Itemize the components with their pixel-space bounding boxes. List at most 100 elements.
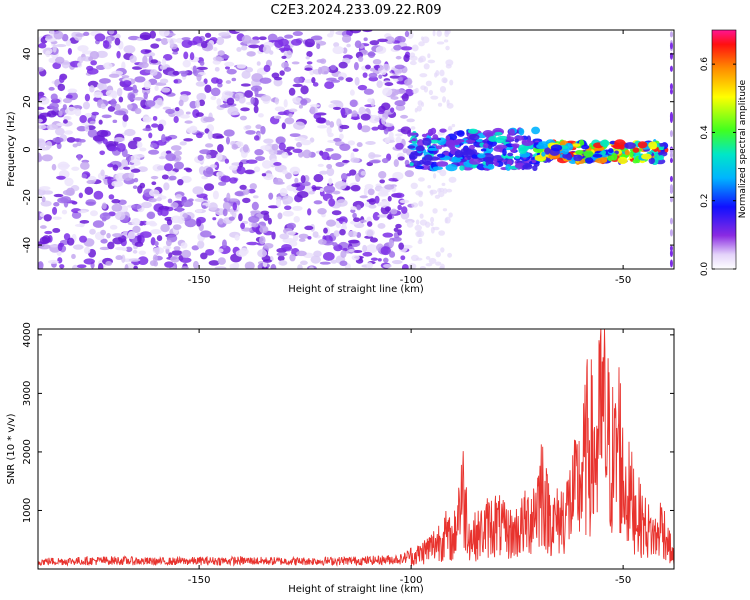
spectrogram-cell: [99, 78, 111, 84]
spectrogram-cell: [214, 266, 227, 269]
spectrogram-cell: [163, 136, 173, 141]
spectrogram-cell: [415, 190, 424, 196]
spectrogram-cell: [295, 142, 303, 148]
spectrogram-cell: [61, 209, 68, 215]
spectrogram-cell: [502, 148, 507, 157]
spectrogram-cell: [276, 198, 282, 208]
spectrogram-cell: [416, 105, 422, 112]
spectrogram-cell: [411, 202, 419, 208]
spectrogram-cell: [205, 248, 215, 256]
spectrogram-cell: [306, 61, 313, 65]
spectrogram-cell: [160, 78, 169, 84]
spectrogram-cell: [362, 244, 368, 253]
spectrogram-cell: [436, 161, 449, 167]
spectrogram-cell: [101, 202, 107, 210]
spectrogram-cell: [292, 97, 302, 103]
spectrogram-cell: [300, 175, 306, 184]
spectrogram-cell: [388, 177, 398, 182]
spectrogram-cell: [276, 252, 288, 257]
spectrogram-panel: -150 -100 -50 -40 -20 0 20 40 Height of straig…: [6, 29, 675, 295]
spectrogram-cell: [218, 181, 227, 186]
spectrogram-cell: [387, 195, 392, 202]
spectrogram-cell: [283, 44, 291, 51]
spectrogram-cell: [409, 162, 414, 167]
spectrogram-cell: [150, 175, 159, 180]
spectrogram-cell: [148, 149, 160, 155]
spectrogram-cell: [156, 197, 162, 202]
snr-y-tick-label: 2000: [22, 439, 33, 464]
spectrogram-cell: [38, 153, 42, 162]
spectrogram-cell: [290, 38, 302, 46]
spectrogram-cell: [332, 106, 342, 111]
spectrogram-cell: [317, 163, 324, 167]
spectrogram-cell: [281, 243, 292, 251]
spectrogram-cell: [54, 127, 65, 136]
spectrogram-cell: [165, 108, 175, 115]
spectrogram-cell: [330, 259, 338, 264]
spectrogram-cell: [354, 40, 362, 49]
spectrogram-cell: [208, 260, 220, 266]
spectrogram-cell: [181, 249, 192, 258]
spectrogram-cell: [217, 248, 224, 253]
spectrogram-cell: [210, 87, 221, 97]
spectrogram-cell: [350, 206, 357, 211]
spectrogram-cell: [134, 107, 142, 115]
spectrogram-cell: [397, 229, 403, 236]
spectrogram-cell: [121, 247, 128, 252]
spectrogram-cell: [212, 56, 225, 62]
spectrogram-cell: [225, 80, 232, 84]
spectrogram-cell: [138, 61, 149, 69]
spectrogram-cell: [241, 227, 252, 232]
spectrogram-cell: [369, 67, 376, 72]
spectrogram-cell: [224, 91, 234, 96]
snr-x-label: Height of straight line (km): [288, 584, 424, 595]
spectrogram-cell: [53, 202, 60, 207]
spectrogram-cell: [669, 217, 673, 225]
spectrogram-cell: [351, 110, 358, 118]
spectrogram-cell: [158, 30, 170, 37]
colorbar-tick-label: 0.6: [700, 57, 710, 72]
spectrogram-cell: [154, 85, 159, 91]
spectrogram-cell: [404, 30, 410, 38]
spectrogram-cell: [390, 96, 399, 100]
spectrogram-cell: [417, 177, 425, 182]
spectrogram-cell: [168, 175, 177, 181]
spectrogram-cell: [624, 149, 630, 156]
spectrogram-cell: [116, 87, 123, 97]
snr-frame: [37, 328, 675, 570]
spectrogram-cell: [277, 212, 283, 220]
spectrogram-cell: [399, 199, 410, 204]
spectrogram-cell: [250, 96, 255, 105]
spectrogram-cell: [161, 37, 169, 45]
spectrogram-cell: [133, 177, 139, 183]
spectrogram-cell: [150, 143, 158, 148]
spectrogram-cell: [218, 218, 224, 225]
spectrogram-cell: [430, 95, 439, 100]
spectrogram-cell: [55, 56, 65, 64]
spectrogram-cell: [222, 201, 231, 211]
spectrogram-cell: [619, 144, 625, 150]
spectrogram-cell: [65, 94, 73, 99]
spectrogram-cell: [360, 113, 371, 121]
spectrogram-cell: [67, 47, 72, 55]
spectrogram-cell: [52, 62, 62, 70]
spectrogram-cell: [150, 43, 160, 49]
spectrogram-cell: [83, 246, 91, 255]
spectrogram-cell: [229, 263, 237, 269]
spectrogram-cell: [445, 45, 450, 51]
spectrogram-cell: [273, 162, 282, 166]
spectrogram-cell: [41, 196, 46, 203]
spectrogram-cell: [161, 134, 166, 143]
spectrogram-cell: [669, 157, 673, 164]
spectrogram-cell: [284, 172, 292, 180]
spectrogram-cell: [261, 173, 267, 177]
spectrogram-cell: [378, 170, 387, 179]
spectrogram-cell: [437, 102, 443, 107]
spectrogram-cell: [330, 79, 341, 83]
spectrogram-cell: [231, 111, 241, 116]
spectrogram-cell: [76, 264, 87, 269]
spectrogram-cell: [128, 155, 141, 164]
spectrogram-cell: [142, 128, 153, 132]
spectrogram-cell: [288, 108, 298, 113]
spectrogram-cell: [195, 99, 201, 108]
